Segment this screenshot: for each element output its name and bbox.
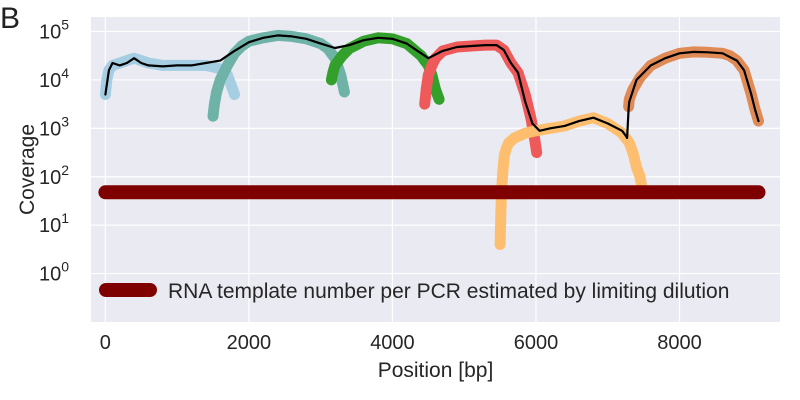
x-tick-label: 0 <box>100 332 111 354</box>
x-axis-label: Position [bp] <box>378 359 494 382</box>
x-tick-label: 2000 <box>227 332 272 354</box>
legend: RNA template number per PCR estimated by… <box>99 280 729 303</box>
y-tick-label: 105 <box>39 17 69 44</box>
y-tick-label: 102 <box>39 162 69 189</box>
combined-coverage-line <box>104 34 760 140</box>
legend-label: RNA template number per PCR estimated by… <box>168 280 729 303</box>
y-tick-label: 100 <box>39 259 69 286</box>
y-tick-label: 101 <box>39 210 69 237</box>
y-axis-ticks: 100 101 102 103 104 105 <box>39 17 69 286</box>
x-axis-ticks: 0 2000 4000 6000 8000 <box>100 332 702 354</box>
x-tick-label: 8000 <box>657 332 702 354</box>
y-tick-label: 103 <box>39 113 69 140</box>
panel-label: B <box>0 2 21 35</box>
grid-lines <box>91 17 780 322</box>
y-axis-label: Coverage <box>16 124 39 215</box>
series-layer <box>98 29 766 250</box>
x-tick-label: 4000 <box>370 332 415 354</box>
y-tick-label: 104 <box>39 65 69 92</box>
x-tick-label: 6000 <box>514 332 559 354</box>
